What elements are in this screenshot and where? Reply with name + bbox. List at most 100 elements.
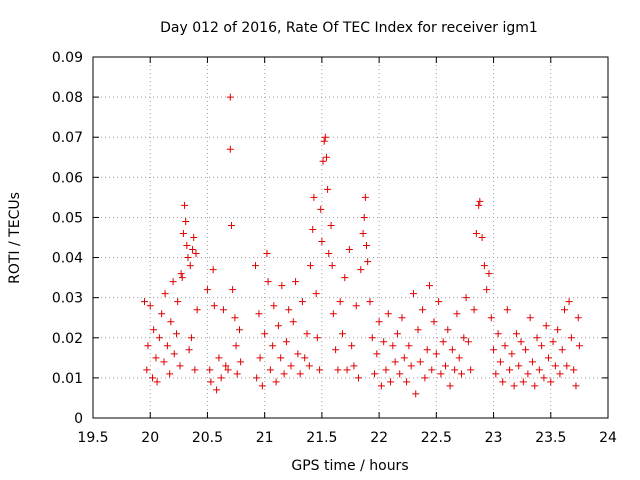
data-point — [361, 193, 369, 201]
data-point — [229, 286, 237, 294]
data-point — [517, 338, 525, 346]
data-point — [478, 234, 486, 241]
data-point — [274, 322, 282, 330]
data-point — [277, 354, 285, 362]
data-point — [329, 310, 337, 318]
data-point — [253, 374, 261, 382]
data-point — [235, 326, 243, 334]
data-point — [226, 93, 234, 101]
data-point — [176, 362, 184, 370]
data-point — [526, 314, 534, 322]
x-tick-label: 22 — [370, 430, 388, 446]
data-point — [227, 221, 235, 229]
grid-lines — [92, 56, 609, 419]
data-point — [174, 298, 182, 306]
data-point — [252, 262, 260, 270]
data-point — [161, 290, 169, 298]
data-point — [327, 221, 335, 229]
data-point — [289, 318, 297, 326]
data-point — [563, 362, 571, 370]
data-point — [524, 370, 532, 378]
x-tick-label: 23 — [485, 430, 503, 446]
data-point — [272, 378, 280, 386]
data-point — [334, 366, 342, 374]
data-point — [185, 346, 193, 354]
data-point — [416, 358, 424, 366]
x-tick-label: 24 — [599, 430, 617, 446]
x-tick-label: 22.5 — [421, 430, 452, 446]
data-point — [382, 366, 390, 374]
data-point — [384, 310, 392, 318]
data-point — [155, 334, 163, 342]
data-point — [181, 201, 189, 209]
data-point — [371, 370, 379, 378]
data-point — [153, 378, 161, 386]
data-point — [494, 330, 502, 338]
data-point — [306, 262, 314, 270]
y-tick-label: 0.06 — [52, 170, 83, 186]
data-point — [324, 185, 332, 193]
data-point — [186, 262, 194, 270]
data-point — [508, 350, 516, 358]
data-point — [316, 366, 324, 374]
data-point — [435, 298, 443, 306]
data-point — [396, 370, 404, 378]
data-point — [184, 254, 192, 262]
data-point — [261, 330, 269, 338]
data-point — [515, 362, 523, 370]
data-point — [360, 213, 368, 221]
data-point — [490, 346, 498, 354]
x-tick-label: 23.5 — [535, 430, 566, 446]
data-point — [301, 354, 309, 362]
data-point — [193, 306, 201, 314]
data-point — [430, 318, 438, 326]
data-point — [296, 370, 304, 378]
data-point — [270, 302, 278, 310]
data-point — [266, 366, 274, 374]
data-point — [280, 370, 288, 378]
data-point — [377, 382, 385, 390]
data-point — [444, 326, 452, 334]
data-point — [144, 342, 152, 350]
data-point — [428, 366, 436, 374]
data-point — [179, 229, 187, 237]
data-point — [150, 326, 158, 334]
data-point — [574, 314, 582, 322]
data-point — [294, 350, 302, 358]
data-point — [298, 298, 306, 306]
data-point — [535, 366, 543, 374]
data-point — [572, 382, 580, 390]
data-points — [141, 93, 583, 398]
data-point — [547, 378, 555, 386]
data-point — [414, 326, 422, 334]
data-point — [409, 290, 417, 298]
data-point — [336, 298, 344, 306]
data-point — [407, 362, 415, 370]
data-point — [419, 306, 427, 314]
data-point — [441, 362, 449, 370]
data-point — [549, 338, 557, 346]
data-point — [263, 250, 271, 258]
data-point — [528, 358, 536, 366]
data-point — [462, 294, 470, 302]
x-tick-label: 19.5 — [77, 430, 108, 446]
data-point — [363, 242, 371, 250]
data-point — [575, 342, 583, 350]
data-point — [192, 250, 200, 258]
data-point — [475, 201, 483, 209]
data-point — [366, 298, 374, 306]
data-point — [389, 342, 397, 350]
data-point — [352, 302, 360, 310]
data-point — [483, 286, 491, 294]
x-tick-label: 20.5 — [192, 430, 223, 446]
data-point — [191, 366, 199, 374]
data-point — [558, 346, 566, 354]
data-point — [141, 298, 148, 306]
data-point — [368, 334, 376, 342]
data-point — [292, 278, 300, 286]
data-point — [320, 137, 328, 145]
data-point — [215, 354, 223, 362]
data-point — [375, 318, 383, 326]
data-point — [499, 378, 507, 386]
data-point — [170, 350, 178, 358]
